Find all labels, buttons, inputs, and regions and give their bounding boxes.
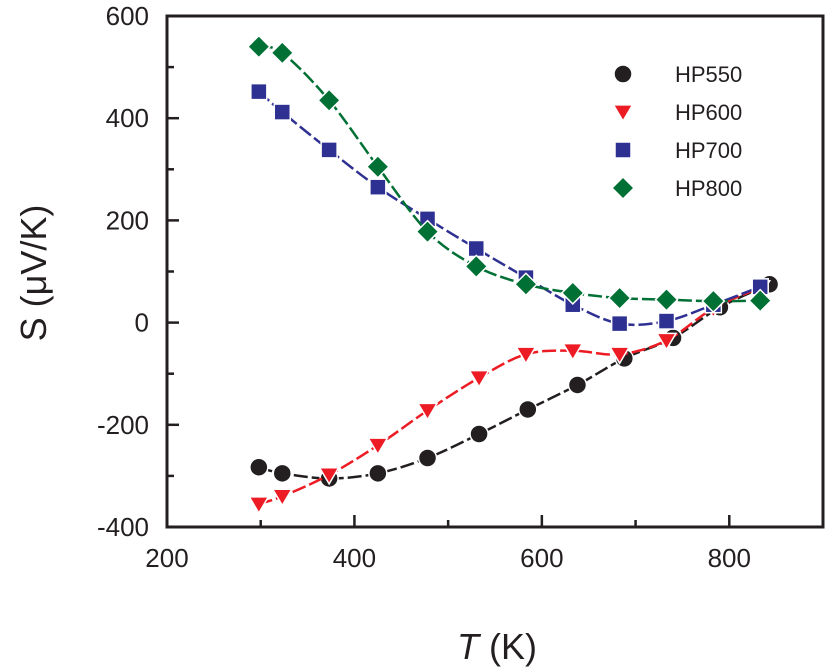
- plot-frame: [165, 14, 825, 529]
- data-point-hp700: [610, 314, 629, 333]
- data-point-hp800: [560, 280, 585, 306]
- data-point-hp800: [246, 34, 271, 59]
- data-point-hp600: [655, 332, 678, 351]
- tick-labels: 200 400 600 800 -400 -200 0 200 400 600: [97, 1, 751, 573]
- data-point-hp800: [415, 219, 440, 244]
- x-axis-title-variable: T: [457, 626, 482, 667]
- x-tick-label: 200: [145, 543, 188, 573]
- data-point-hp550: [518, 399, 538, 420]
- data-point-hp800: [701, 289, 726, 314]
- x-tick-label: 600: [520, 543, 563, 573]
- data-point-hp600: [318, 467, 340, 486]
- data-point-hp700: [273, 103, 292, 121]
- data-point-hp700: [250, 82, 268, 101]
- y-tick-label: 0: [135, 308, 149, 338]
- data-point-hp600: [608, 346, 631, 365]
- data-point-hp550: [417, 448, 438, 468]
- series-hp800: [246, 34, 773, 314]
- x-tick-label: 800: [708, 543, 751, 573]
- legend-label-hp700: HP700: [675, 138, 742, 163]
- data-point-hp800: [317, 88, 342, 113]
- data-point-hp700: [657, 312, 676, 330]
- data-point-hp700: [369, 178, 387, 196]
- y-axis-title: S (μV/K): [13, 205, 54, 342]
- legend-marker-hp800: [610, 175, 636, 201]
- data-point-hp800: [513, 272, 538, 297]
- legend-label-hp600: HP600: [675, 100, 742, 125]
- data-point-hp800: [464, 254, 489, 279]
- data-point-hp700: [467, 239, 486, 258]
- series-hp550: [249, 274, 780, 489]
- data-point-hp800: [365, 154, 390, 179]
- data-point-hp600: [515, 346, 537, 365]
- legend-entry-hp700: HP700: [614, 138, 742, 163]
- series-hp700: [250, 82, 769, 333]
- y-tick-label: -400: [97, 512, 149, 542]
- data-point-hp550: [368, 463, 388, 484]
- data-point-hp800: [748, 288, 773, 313]
- data-point-hp800: [270, 40, 295, 65]
- data-point-hp550: [249, 457, 269, 477]
- data-point-hp550: [272, 463, 293, 484]
- legend-label-hp550: HP550: [675, 62, 742, 87]
- series-line-hp700: [258, 90, 761, 327]
- data-point-hp600: [468, 369, 490, 389]
- legend-label-hp800: HP800: [675, 176, 742, 201]
- x-tick-label: 400: [333, 543, 376, 573]
- legend-entry-hp550: HP550: [613, 62, 742, 87]
- data-point-hp800: [654, 287, 679, 312]
- legend: HP550 HP600 HP700 HP800: [610, 62, 742, 201]
- data-point-hp600: [367, 437, 389, 456]
- y-tick-label: 200: [106, 205, 149, 235]
- y-tick-label: 600: [106, 1, 149, 31]
- data-point-hp700: [320, 141, 338, 159]
- data-point-hp800: [607, 286, 632, 311]
- legend-entry-hp800: HP800: [610, 175, 742, 201]
- data-point-hp550: [469, 424, 489, 444]
- data-point-hp600: [271, 488, 294, 507]
- data-point-hp550: [567, 375, 588, 395]
- legend-marker-hp700: [614, 141, 632, 159]
- x-axis-title-unit: (K): [479, 626, 537, 667]
- data-point-hp600: [561, 342, 584, 362]
- y-tick-label: -200: [97, 410, 149, 440]
- y-tick-label: 400: [106, 103, 149, 133]
- legend-entry-hp600: HP600: [612, 100, 742, 125]
- data-point-hp600: [248, 496, 270, 515]
- legend-marker-hp550: [613, 64, 633, 84]
- legend-marker-hp600: [612, 104, 634, 123]
- x-axis-title: T (K): [457, 626, 537, 667]
- data-point-hp600: [416, 402, 439, 421]
- series-hp600: [248, 279, 772, 515]
- data-series: [246, 34, 780, 515]
